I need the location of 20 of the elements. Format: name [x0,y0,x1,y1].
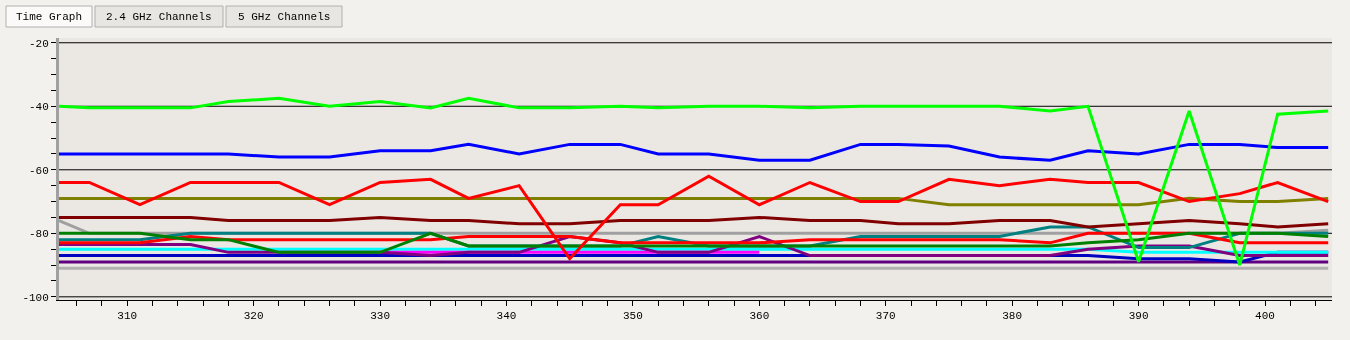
line-series [59,142,1330,162]
line-series [59,215,1330,229]
x-tick-label: 370 [875,310,896,323]
x-tick-label: 310 [117,310,138,323]
x-tick-label: 330 [370,310,390,323]
x-tick-label: 340 [496,310,517,323]
y-tick-label: -100 [22,291,49,304]
x-tick-label: 380 [1002,310,1023,323]
text: Time Graph [16,11,83,23]
x-tick-label: 350 [623,310,643,323]
y-tick-label: -60 [28,164,49,177]
y-tick-label: -80 [28,228,49,241]
x-tick-label: 360 [749,310,770,323]
text: 5 GHz Channels [238,11,331,23]
x-tick-label: 400 [1255,310,1275,323]
text: 2.4 GHz Channels [106,11,212,23]
x-tick-label: 390 [1128,310,1149,323]
y-tick-label: -20 [28,37,49,50]
x-tick-label: 320 [243,310,264,323]
y-tick-label: -40 [28,101,49,114]
